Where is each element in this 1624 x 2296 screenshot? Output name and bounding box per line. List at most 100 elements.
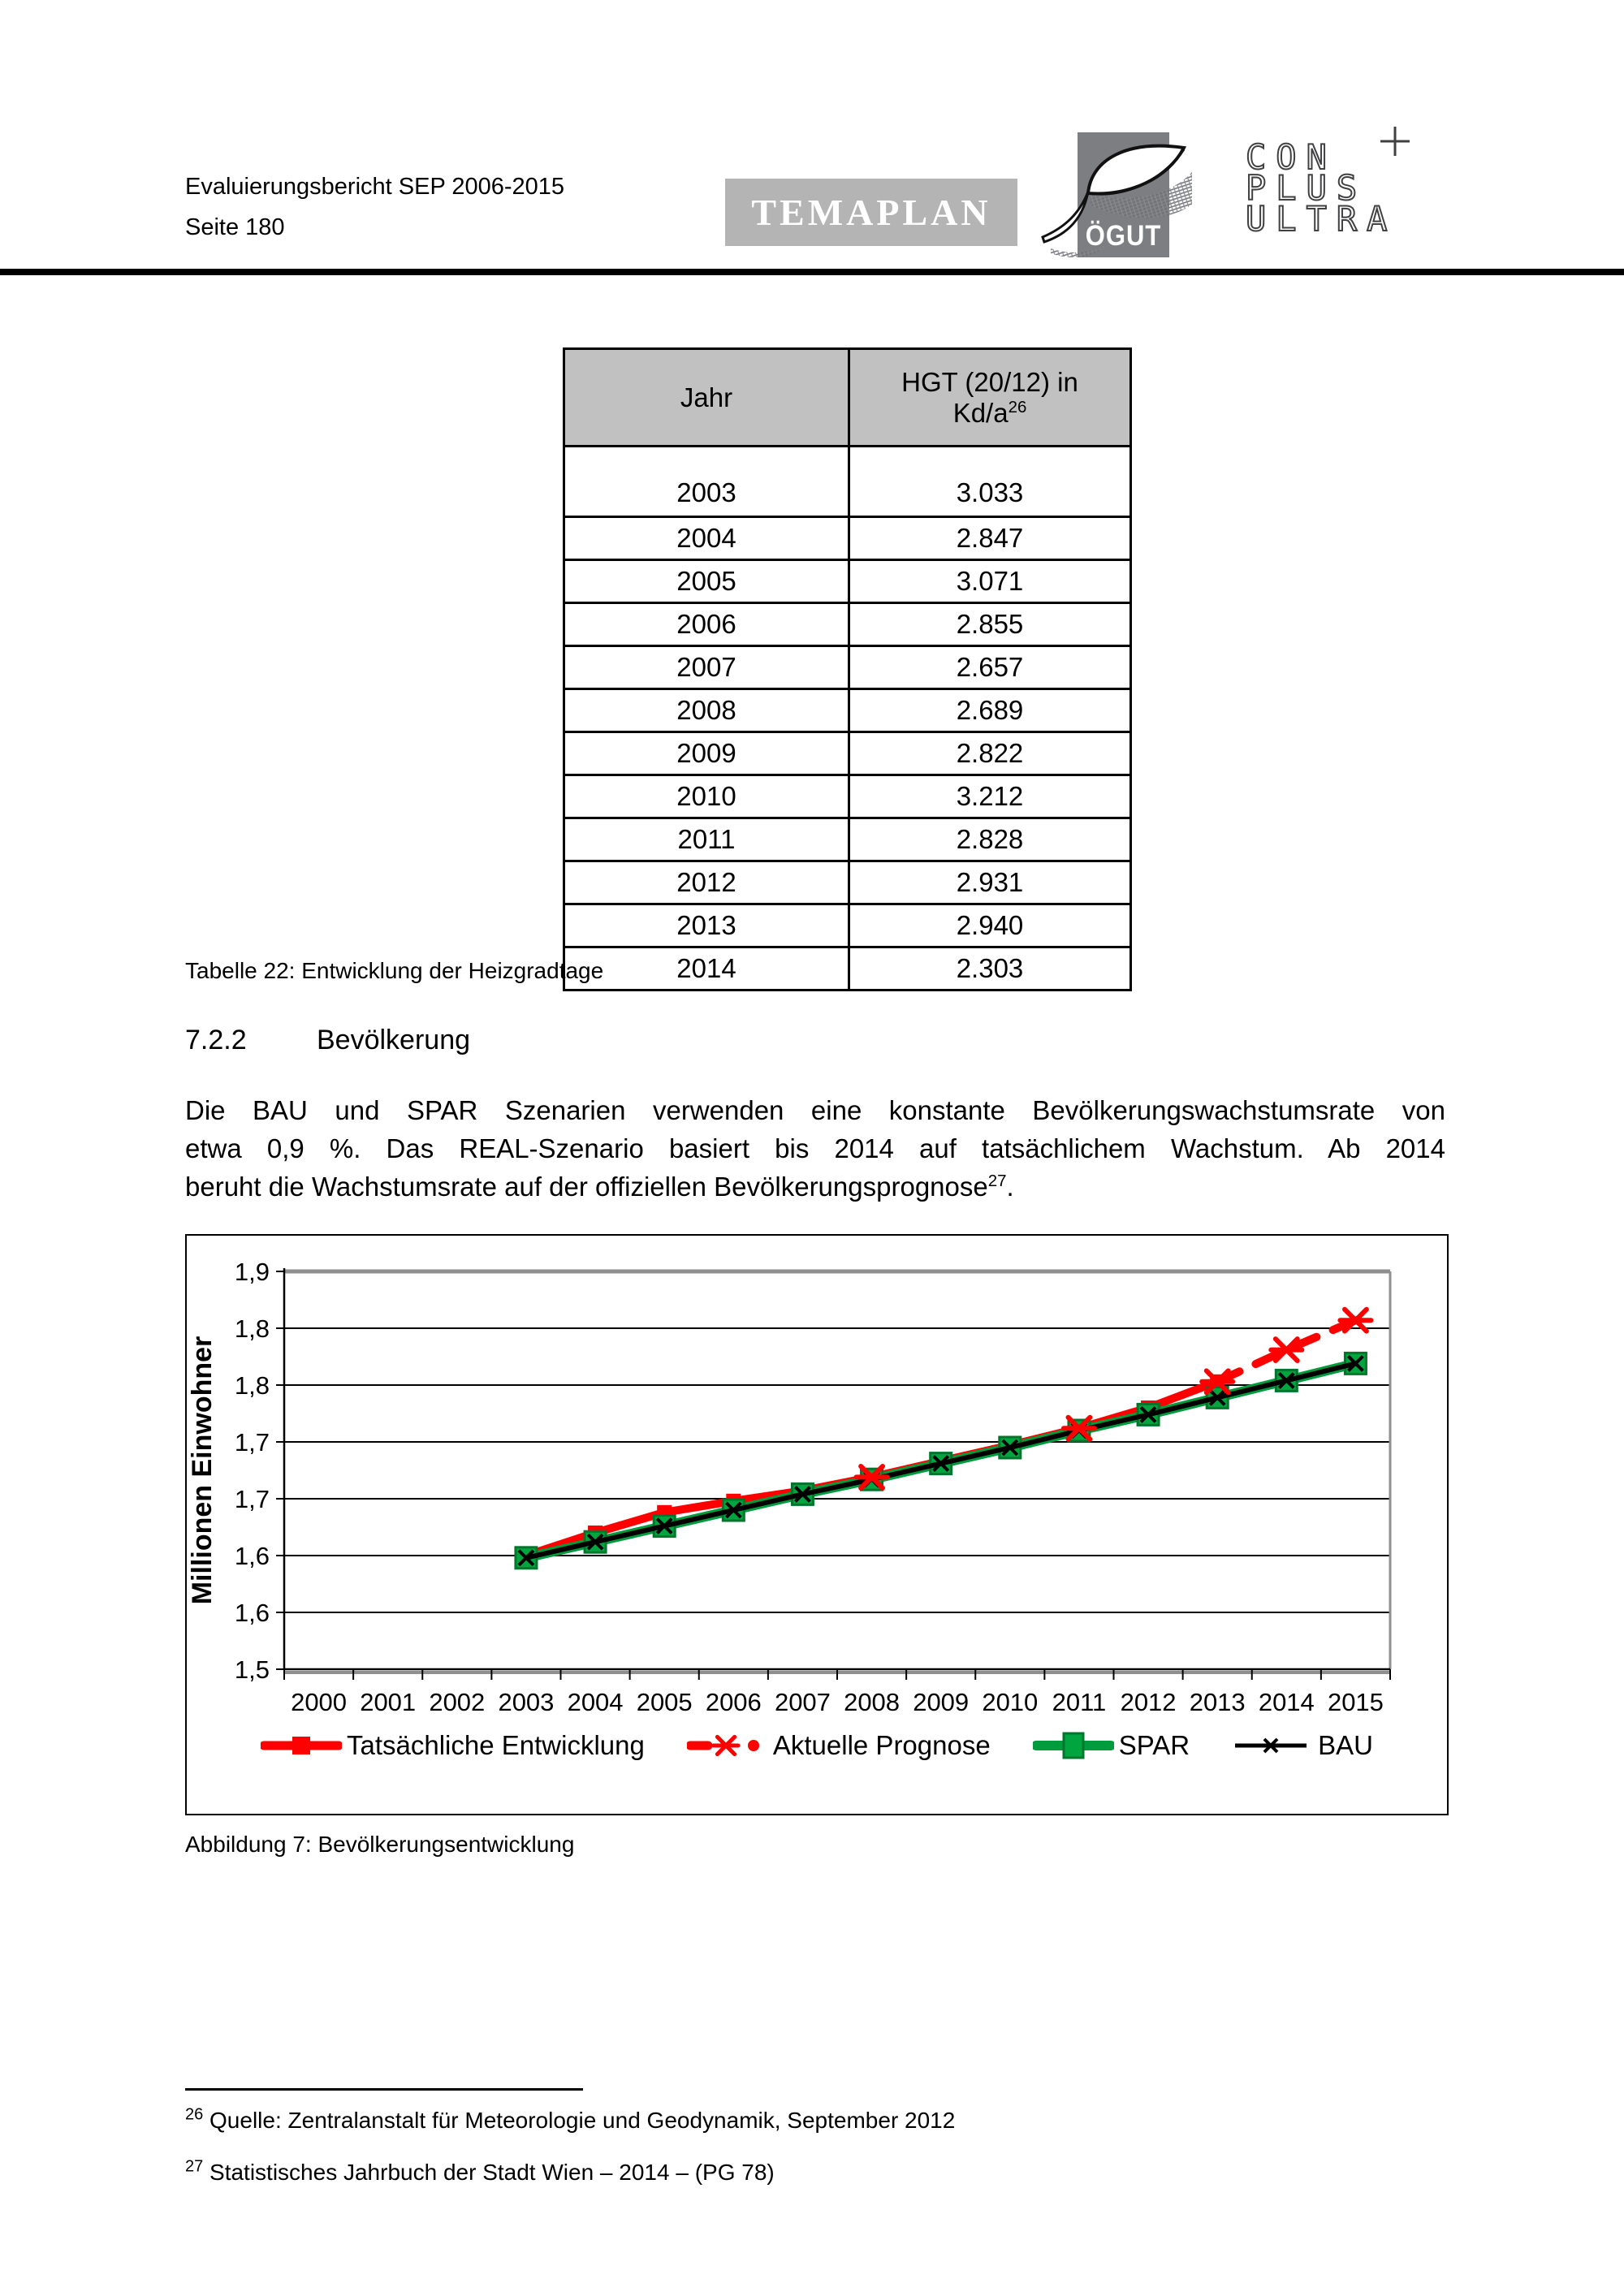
- x-tick-label: 2006: [706, 1688, 762, 1716]
- x-tick-label: 2003: [498, 1688, 554, 1716]
- year-cell: 2011: [563, 817, 850, 862]
- cpu-line-ultra: ULTRA: [1246, 199, 1397, 239]
- y-tick-label: 1,9: [235, 1258, 270, 1286]
- hgt-table: Jahr HGT (20/12) in Kd/a26 2003 3.033 2004…: [563, 347, 1132, 991]
- legend-item-aktuelle-prognose: Aktuelle Prognose: [686, 1729, 991, 1762]
- x-tick-label: 2009: [913, 1688, 969, 1716]
- legend-label: Tatsächliche Entwicklung: [347, 1730, 645, 1760]
- year-cell: 2012: [563, 860, 850, 905]
- table-caption: Tabelle 22: Entwicklung der Heizgradtage: [185, 958, 604, 983]
- hgt-value-cell: 2.822: [848, 731, 1132, 776]
- oegut-logo-text: ÖGUT: [1085, 218, 1162, 252]
- x-tick-label: 2012: [1121, 1688, 1177, 1716]
- y-tick-label: 1,7: [235, 1485, 270, 1513]
- table-row: 2007 2.657: [563, 645, 1132, 690]
- legend-label: Aktuelle Prognose: [772, 1730, 991, 1760]
- hgt-value-cell: 3.071: [848, 559, 1132, 604]
- y-tick-label: 1,8: [235, 1314, 270, 1343]
- star-marker: [1268, 1336, 1305, 1364]
- oegut-leaf-icon: [1041, 144, 1192, 257]
- x-tick-label: 2007: [775, 1688, 831, 1716]
- year-cell: 2008: [563, 688, 850, 733]
- star-marker: [1337, 1306, 1374, 1334]
- report-title: Evaluierungsbericht SEP 2006-2015: [185, 174, 565, 200]
- x-tick-label: 2005: [637, 1688, 693, 1716]
- table-row: 2013 2.940: [563, 903, 1132, 948]
- hgt-value-cell: 2.931: [848, 860, 1132, 905]
- legend-label: BAU: [1318, 1730, 1373, 1760]
- table-row: 2008 2.689: [563, 688, 1132, 733]
- year-cell: 2009: [563, 731, 850, 776]
- star-marker: [711, 1734, 741, 1757]
- footnote-ref-27: 27: [987, 1172, 1007, 1190]
- year-cell: 2014: [563, 946, 850, 991]
- legend-marker-icon: [686, 1734, 759, 1757]
- figure-caption: Abbildung 7: Bevölkerungsentwicklung: [185, 1832, 575, 1857]
- x-tick-label: 2002: [429, 1688, 485, 1716]
- header-divider: [0, 269, 1624, 275]
- population-figure: 1,9 1,8 1,8 1,7 1,7 1,6 1,6 1,5 2000 2001 2002 2003…: [185, 1234, 1449, 1815]
- chart-legend: Tatsächliche Entwicklung Aktuelle Prognos…: [187, 1729, 1447, 1762]
- table-row: 2011 2.828: [563, 817, 1132, 862]
- hgt-value-cell: 3.212: [848, 774, 1132, 819]
- y-tick-label: 1,7: [235, 1428, 270, 1457]
- year-cell: 2013: [563, 903, 850, 948]
- temaplan-logo: TEMAPLAN: [725, 179, 1017, 246]
- population-chart-svg: 1,9 1,8 1,8 1,7 1,7 1,6 1,6 1,5 2000 2001 2002 2003…: [187, 1258, 1392, 1716]
- section-number: 7.2.2: [185, 1025, 247, 1055]
- col-header-hgt: HGT (20/12) in Kd/a26: [848, 347, 1132, 447]
- x-tick-label: 2008: [844, 1688, 900, 1716]
- table-row: 2010 3.212: [563, 774, 1132, 819]
- temaplan-logo-text: TEMAPLAN: [751, 192, 991, 233]
- hgt-table-header: Jahr HGT (20/12) in Kd/a26: [563, 347, 1132, 447]
- footnote-ref-26: 26: [1008, 397, 1027, 416]
- section-heading: 7.2.2 Bevölkerung: [185, 1025, 470, 1056]
- plus-icon: [1380, 127, 1410, 156]
- legend-marker-icon: [261, 1737, 342, 1754]
- year-cell: 2010: [563, 774, 850, 819]
- hgt-table-body: 2003 3.033 2004 2.847 2005 3.071 2006 2.855 2007…: [563, 445, 1132, 991]
- year-cell: 2004: [563, 516, 850, 561]
- y-axis-title: Millionen Einwohner: [187, 1336, 218, 1605]
- x-tick-label: 2000: [291, 1688, 347, 1716]
- cpu-line-con: CON: [1246, 137, 1337, 177]
- x-tick-label: 2013: [1190, 1688, 1246, 1716]
- y-tick-label: 1,5: [235, 1655, 270, 1684]
- hgt-value-cell: 2.689: [848, 688, 1132, 733]
- table-row: 2004 2.847: [563, 516, 1132, 561]
- legend-item-bau: BAU: [1232, 1729, 1373, 1762]
- population-chart: 1,9 1,8 1,8 1,7 1,7 1,6 1,6 1,5 2000 2001 2002 2003…: [187, 1236, 1447, 1815]
- legend-marker-icon: [1032, 1732, 1114, 1759]
- x-tick-label: 2010: [982, 1688, 1038, 1716]
- year-cell: 2007: [563, 645, 850, 690]
- table-row: 2006 2.855: [563, 602, 1132, 647]
- x-tick-label: 2004: [568, 1688, 624, 1716]
- legend-marker-icon: [1235, 1737, 1307, 1754]
- legend-item-spar: SPAR: [1032, 1729, 1190, 1762]
- year-cell: 2005: [563, 559, 850, 604]
- col-header-jahr: Jahr: [563, 347, 850, 447]
- x-tick-label: 2015: [1328, 1688, 1384, 1716]
- y-tick-label: 1,8: [235, 1371, 270, 1400]
- year-cell: 2003: [563, 445, 850, 518]
- hgt-value-cell: 2.855: [848, 602, 1132, 647]
- paragraph-line: Die BAU und SPAR Szenarien verwenden ein…: [185, 1095, 1445, 1125]
- hgt-value-cell: 2.940: [848, 903, 1132, 948]
- body-paragraph: Die BAU und SPAR Szenarien verwenden ein…: [185, 1091, 1445, 1206]
- legend-label: SPAR: [1118, 1730, 1190, 1760]
- x-tick-label: 2001: [360, 1688, 416, 1716]
- footnote-26: 26 Quelle: Zentralanstalt für Meteorolog…: [185, 2105, 956, 2133]
- hgt-value-cell: 2.828: [848, 817, 1132, 862]
- hgt-value-cell: 2.657: [848, 645, 1132, 690]
- year-cell: 2006: [563, 602, 850, 647]
- table-row: 2009 2.822: [563, 731, 1132, 776]
- table-row: 2014 2.303: [563, 946, 1132, 991]
- cpu-line-plus: PLUS: [1246, 168, 1367, 208]
- hgt-value-cell: 3.033: [848, 445, 1132, 518]
- footnote-separator: [185, 2088, 583, 2091]
- y-tick-label: 1,6: [235, 1542, 270, 1570]
- hgt-value-cell: 2.303: [848, 946, 1132, 991]
- star-marker: [853, 1463, 890, 1491]
- footnote-27: 27 Statistisches Jahrbuch der Stadt Wien…: [185, 2157, 775, 2185]
